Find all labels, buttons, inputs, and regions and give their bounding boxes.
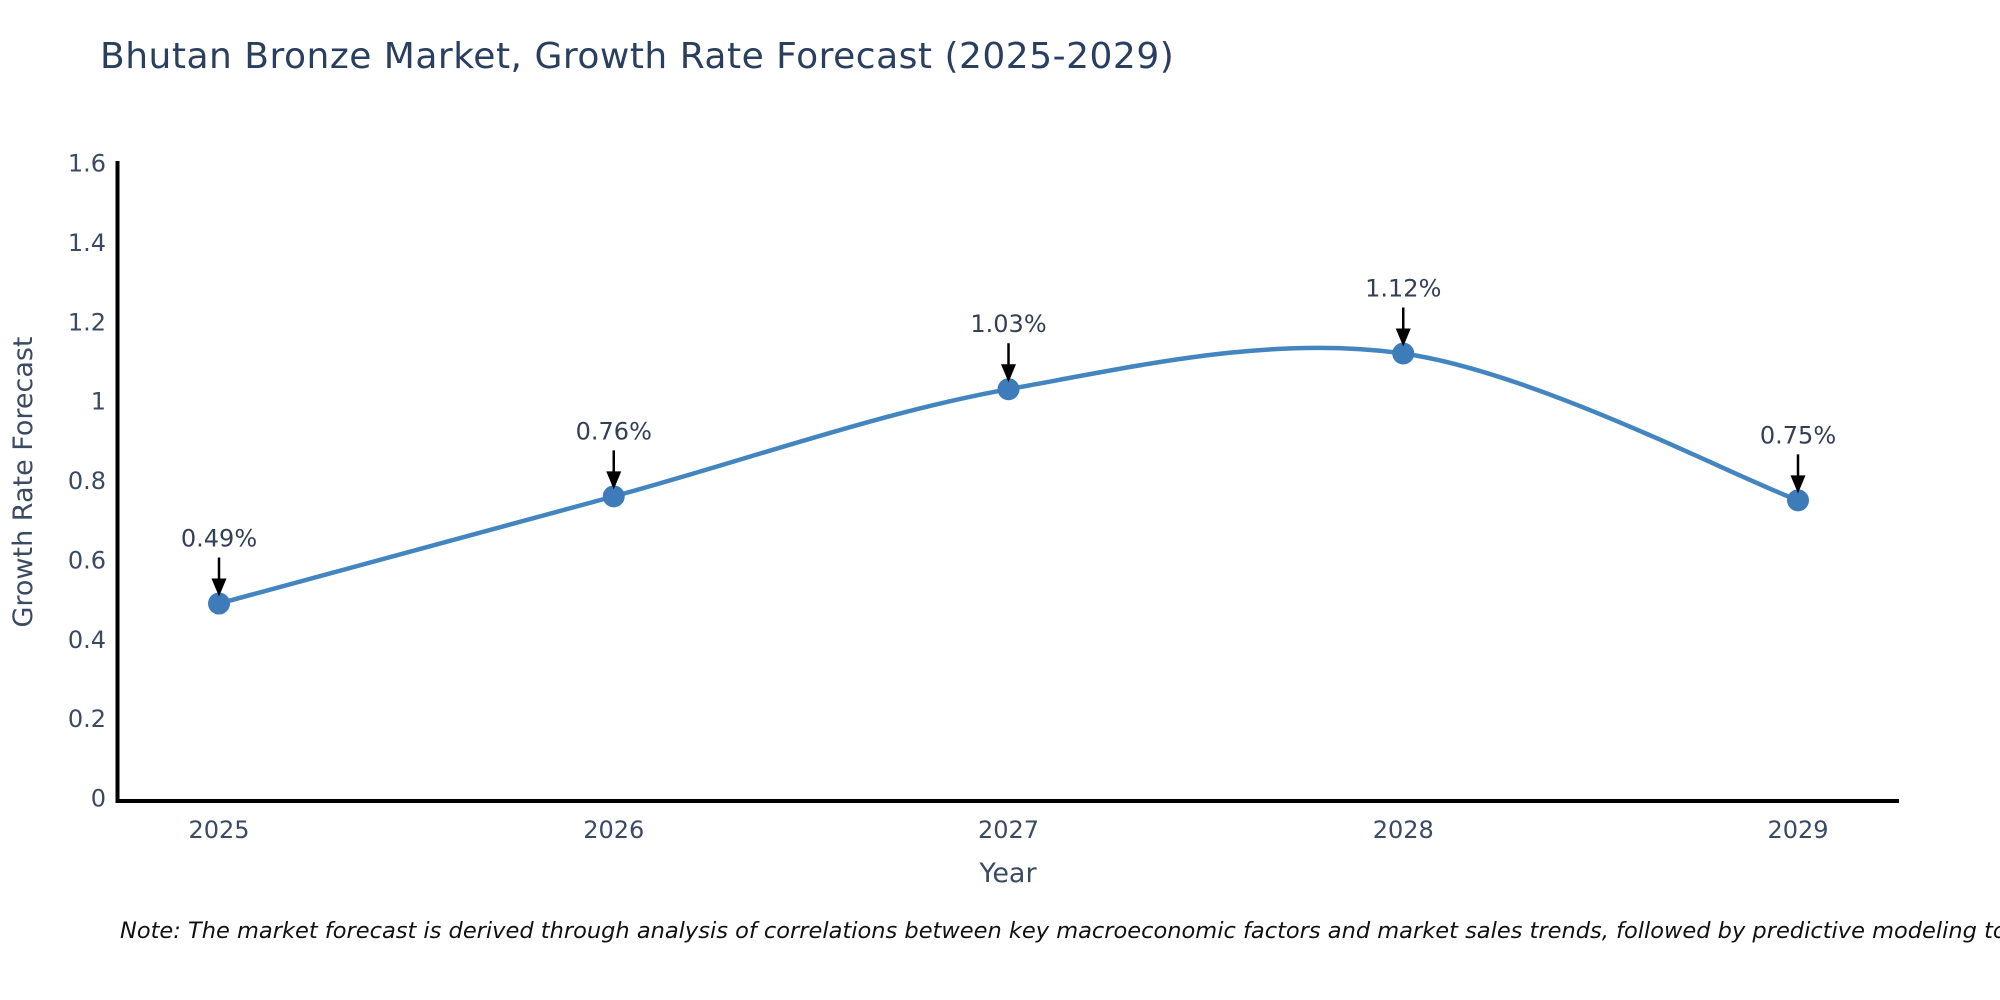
y-tick-label: 0.2 xyxy=(68,705,106,733)
x-axis-ticks: 2025 2026 2027 2028 2029 xyxy=(188,816,1828,844)
y-axis-ticks: 0 0.2 0.4 0.6 0.8 1 1.2 1.4 1.6 xyxy=(68,150,106,813)
annotation-arrowhead-icon xyxy=(1001,364,1016,383)
chart-note: Note: The market forecast is derived thr… xyxy=(120,918,2000,944)
data-point-marker xyxy=(1787,489,1809,512)
y-tick-label: 0.4 xyxy=(68,626,106,654)
data-point-marker xyxy=(602,485,625,508)
annotation-arrowhead-icon xyxy=(211,578,227,597)
annotation-arrowhead-icon xyxy=(1395,328,1411,347)
point-annotations: 0.49% 0.76% 1.03% 1.12% 0.75% xyxy=(181,275,1836,597)
y-axis-title: Growth Rate Forecast xyxy=(8,336,39,627)
x-axis-title: Year xyxy=(978,858,1037,889)
annotation-label: 0.76% xyxy=(576,417,652,445)
annotation-label: 1.12% xyxy=(1365,275,1441,303)
annotation-label: 1.03% xyxy=(970,310,1046,338)
y-tick-label: 0.6 xyxy=(68,546,106,574)
annotation-arrowhead-icon xyxy=(606,471,622,490)
x-tick-label: 2025 xyxy=(188,816,249,844)
y-tick-label: 1.4 xyxy=(68,229,106,257)
data-point-marker xyxy=(208,592,230,615)
y-tick-label: 0.8 xyxy=(68,467,106,495)
x-tick-label: 2026 xyxy=(583,816,644,844)
data-point-marker xyxy=(1392,342,1415,365)
x-tick-label: 2027 xyxy=(978,816,1039,844)
chart-title: Bhutan Bronze Market, Growth Rate Foreca… xyxy=(100,36,1175,77)
x-tick-label: 2028 xyxy=(1373,816,1434,844)
annotation-label: 0.75% xyxy=(1760,421,1836,449)
y-tick-label: 1 xyxy=(91,388,106,416)
y-tick-label: 1.6 xyxy=(68,150,106,178)
annotation-label: 0.49% xyxy=(181,525,257,553)
data-point-marker xyxy=(997,378,1020,401)
y-tick-label: 1.2 xyxy=(68,308,106,336)
y-tick-label: 0 xyxy=(91,785,106,813)
annotation-arrowhead-icon xyxy=(1790,475,1806,494)
x-tick-label: 2029 xyxy=(1767,816,1828,844)
data-point-markers xyxy=(208,342,1809,615)
